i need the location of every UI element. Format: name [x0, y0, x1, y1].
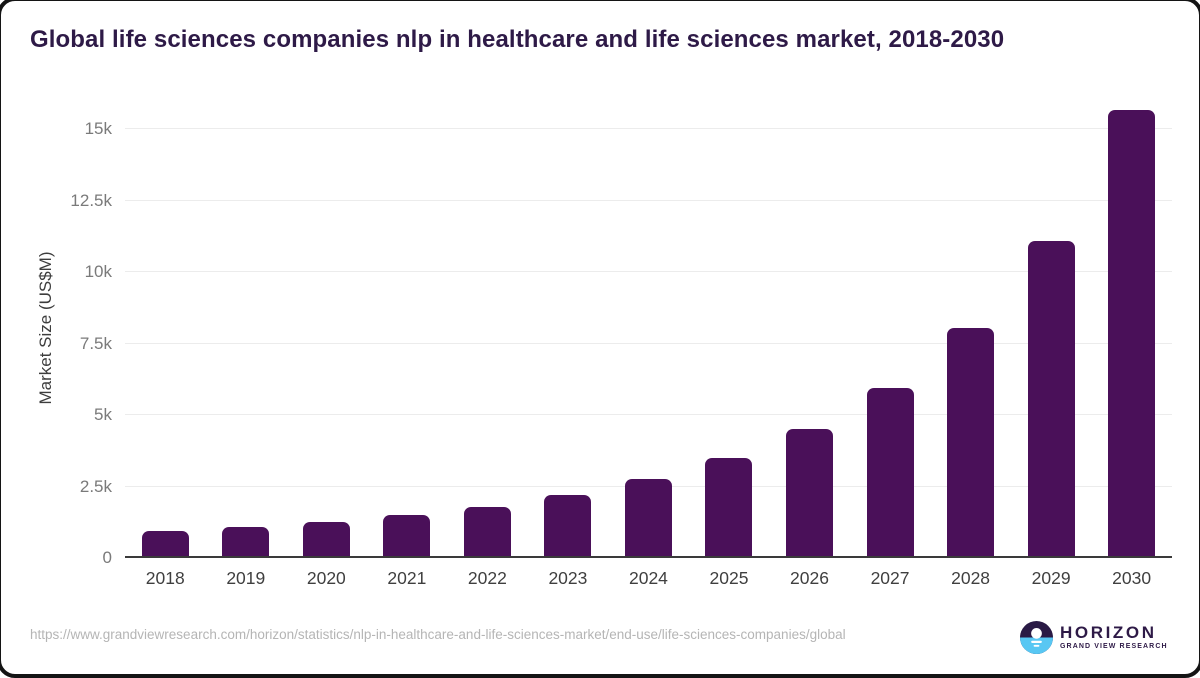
logo-subtitle: GRAND VIEW RESEARCH	[1060, 643, 1168, 650]
bar-slot-2029	[1011, 98, 1092, 556]
x-tick-label-2018: 2018	[145, 568, 185, 588]
x-tick-label-2022: 2022	[467, 568, 507, 588]
bar-slot-2020	[286, 98, 367, 556]
x-tick-label-2024: 2024	[628, 568, 668, 588]
y-tick-label: 15k	[84, 119, 112, 138]
x-tick-label-2026: 2026	[790, 568, 829, 588]
bar-slot-2026	[769, 98, 850, 556]
x-tick-label-2023: 2023	[548, 568, 588, 588]
x-axis-tick-labels: 2018 2019 2020 2021 2022 2023 2024 2025 2026 2027…	[125, 568, 1172, 589]
x-tick-label-2019: 2019	[226, 568, 266, 588]
horizon-logo-text: HORIZON GRAND VIEW RESEARCH	[1060, 624, 1168, 651]
chart-title: Global life sciences companies nlp in he…	[30, 26, 1005, 53]
bar-2018	[141, 531, 189, 556]
bar-2022	[463, 507, 511, 556]
gridline-7.5k	[125, 342, 1172, 344]
bar-2027	[866, 388, 914, 556]
bar-2029	[1027, 241, 1075, 556]
bars-row	[125, 98, 1172, 558]
y-tick-label: 2.5k	[79, 476, 112, 496]
y-tick-label: 12.5k	[70, 190, 112, 210]
x-tick-label-2021: 2021	[387, 568, 427, 588]
bar-slot-2030	[1091, 98, 1172, 556]
y-tick-label: 0	[102, 548, 112, 567]
gridline-10k	[125, 271, 1172, 272]
bar-2025	[705, 458, 753, 556]
bar-2026	[786, 429, 834, 556]
bar-2020	[302, 522, 350, 556]
bar-slot-2021	[367, 98, 448, 556]
gridline-12.5k	[125, 199, 1172, 201]
bar-slot-2023	[528, 98, 609, 556]
bar-2023	[544, 494, 592, 556]
bar-slot-2025	[689, 98, 770, 556]
y-tick-label: 7.5k	[79, 333, 112, 353]
bar-slot-2027	[850, 98, 931, 556]
source-url: https://www.grandviewresearch.com/horizo…	[30, 627, 846, 642]
x-tick-label-2025: 2025	[709, 568, 749, 588]
bar-2024	[624, 479, 672, 556]
horizon-logo: HORIZON GRAND VIEW RESEARCH	[1020, 621, 1168, 654]
gridline-5k	[125, 414, 1172, 415]
bar-2028	[947, 327, 995, 556]
x-tick-label-2020: 2020	[306, 568, 346, 588]
bar-slot-2024	[608, 98, 689, 556]
bar-2021	[383, 514, 431, 556]
y-tick-label: 10k	[84, 262, 112, 281]
plot-area	[125, 98, 1172, 558]
horizon-logo-icon	[1020, 621, 1053, 654]
bar-slot-2018	[125, 98, 206, 556]
y-axis-tick-labels: 0 2.5k 5k 7.5k 10k 12.5k 15k	[0, 98, 112, 567]
x-tick-label-2029: 2029	[1031, 568, 1071, 588]
x-tick-label-2030: 2030	[1112, 568, 1152, 588]
y-tick-label: 5k	[94, 405, 112, 424]
bar-2030	[1108, 109, 1156, 556]
bar-slot-2028	[930, 98, 1011, 556]
x-tick-label-2027: 2027	[870, 568, 910, 588]
logo-name: HORIZON	[1060, 623, 1157, 642]
x-tick-label-2028: 2028	[951, 568, 991, 588]
bar-slot-2022	[447, 98, 528, 556]
bar-slot-2019	[206, 98, 287, 556]
bar-2019	[222, 527, 270, 556]
gridline-15k	[125, 128, 1172, 129]
